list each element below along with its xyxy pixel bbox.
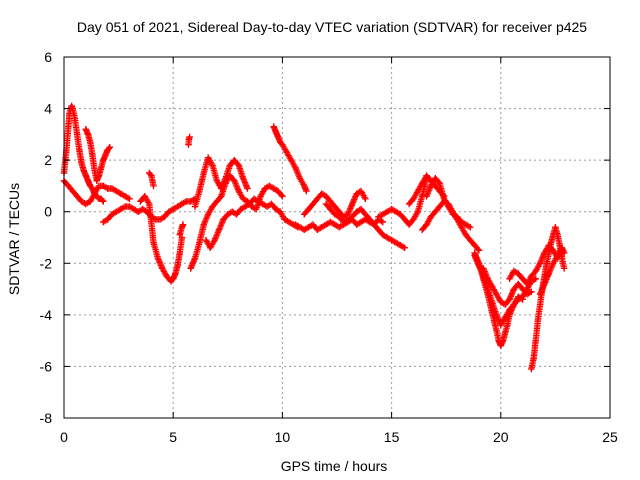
series-trace	[375, 174, 430, 228]
grid-lines	[64, 57, 610, 418]
series-track-l	[270, 123, 310, 195]
x-tick-label: 0	[60, 429, 68, 445]
series-trace	[471, 252, 539, 329]
series-trace	[322, 200, 408, 252]
series-trace	[100, 195, 199, 226]
series-track-n	[301, 187, 369, 221]
series-trace	[176, 221, 187, 239]
x-tick-label: 5	[169, 429, 177, 445]
series-trace	[137, 193, 186, 285]
series-track-f	[145, 169, 157, 190]
series-trace	[82, 126, 114, 184]
series-track-y	[536, 244, 568, 298]
y-tick-label: -8	[40, 410, 53, 426]
x-tick-label: 10	[275, 429, 291, 445]
series-track-g	[176, 221, 187, 239]
tick-labels: 0 5 10 15 20 25 -8 -6 -4 -2 0 2 4 6	[40, 49, 618, 445]
y-axis-label: SDTVAR / TECUs	[6, 183, 22, 295]
series-track-w	[506, 242, 566, 288]
series-trace	[423, 175, 474, 231]
y-tick-label: 4	[44, 101, 52, 117]
y-tick-label: -2	[40, 255, 53, 271]
x-tick-label: 15	[384, 429, 400, 445]
y-tick-label: 6	[44, 49, 52, 65]
x-tick-label: 25	[602, 429, 618, 445]
series-track-e	[137, 193, 186, 285]
series-trace	[301, 187, 369, 221]
series-trace	[480, 265, 535, 308]
y-tick-label: -4	[40, 307, 53, 323]
series-track-v	[480, 265, 535, 308]
series-trace	[185, 133, 193, 148]
y-tick-label: 2	[44, 152, 52, 168]
plot-frame	[63, 56, 611, 419]
x-axis-label: GPS time / hours	[281, 458, 388, 474]
y-tick-label: -6	[40, 358, 53, 374]
series-track-b	[82, 126, 114, 184]
series-track-s	[423, 174, 474, 231]
series-trace	[536, 244, 568, 298]
data-points	[60, 102, 568, 373]
series-track-h	[185, 133, 193, 148]
y-tick-label: 0	[44, 204, 52, 220]
x-tick-label: 20	[493, 429, 509, 445]
chart-title: Day 051 of 2021, Sidereal Day-to-day VTE…	[77, 19, 587, 35]
series-track-i	[187, 172, 286, 272]
series-track-j	[191, 154, 251, 210]
series-trace	[270, 123, 310, 195]
series-track-o	[322, 200, 408, 252]
series-trace	[202, 195, 301, 251]
series-trace	[187, 172, 286, 272]
series-trace	[146, 169, 157, 190]
axis-ticks	[63, 56, 611, 419]
series-trace	[191, 154, 251, 210]
